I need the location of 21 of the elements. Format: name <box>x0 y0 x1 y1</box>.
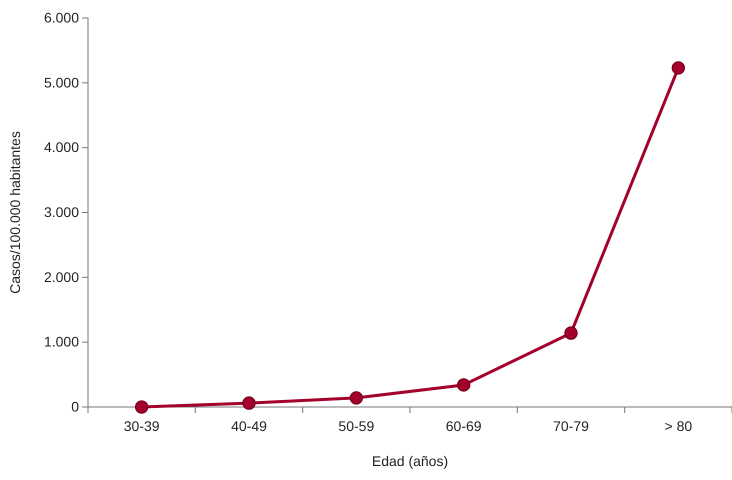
point <box>672 61 686 75</box>
y-tick-label: 4.000 <box>44 139 80 156</box>
y-axis-title: Casos/100.000 habitantes <box>7 131 23 294</box>
point <box>456 378 470 392</box>
x-tick-label: 30-39 <box>124 418 160 434</box>
x-tick-label: 50-59 <box>338 418 374 434</box>
x-tick-label: 60-69 <box>446 418 482 434</box>
x-tick-label: 40-49 <box>231 418 268 434</box>
x-axis-title: Edad (años) <box>372 453 448 469</box>
y-tick-label: 6.000 <box>44 9 80 26</box>
point <box>350 391 364 405</box>
point <box>134 400 148 414</box>
y-tick-label: 1.000 <box>44 334 80 350</box>
y-tick-label: 0 <box>71 398 80 414</box>
y-tick-label: 5.000 <box>44 74 80 90</box>
x-tick-label: 70-79 <box>553 418 590 434</box>
y-tick-label: 3.000 <box>44 204 80 220</box>
point <box>242 396 256 410</box>
x-tick-label: > 80 <box>664 418 692 434</box>
point <box>564 326 578 340</box>
y-tick-label: 2.000 <box>44 268 80 285</box>
